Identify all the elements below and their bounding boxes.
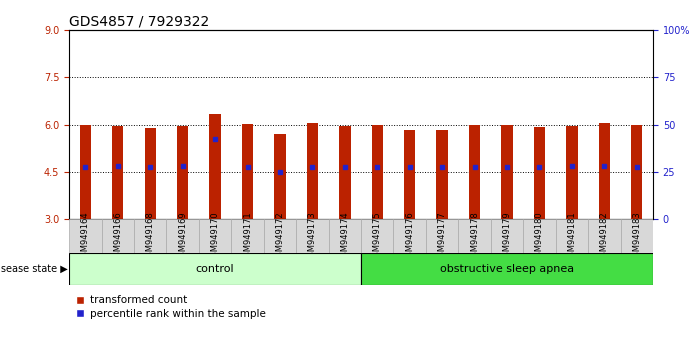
Bar bbox=[469, 125, 480, 219]
FancyBboxPatch shape bbox=[426, 219, 458, 253]
FancyBboxPatch shape bbox=[199, 219, 231, 253]
Bar bbox=[502, 125, 513, 219]
FancyBboxPatch shape bbox=[329, 219, 361, 253]
FancyBboxPatch shape bbox=[69, 219, 102, 253]
FancyBboxPatch shape bbox=[134, 219, 167, 253]
Text: GSM949166: GSM949166 bbox=[113, 211, 122, 262]
Bar bbox=[274, 134, 285, 219]
FancyBboxPatch shape bbox=[102, 219, 134, 253]
FancyBboxPatch shape bbox=[491, 219, 523, 253]
Bar bbox=[598, 122, 610, 219]
FancyBboxPatch shape bbox=[588, 219, 621, 253]
FancyBboxPatch shape bbox=[296, 219, 329, 253]
FancyBboxPatch shape bbox=[556, 219, 588, 253]
Text: GSM949172: GSM949172 bbox=[276, 211, 285, 262]
Bar bbox=[339, 126, 350, 219]
Bar bbox=[631, 125, 643, 219]
Bar bbox=[144, 128, 156, 219]
Bar bbox=[177, 126, 189, 219]
FancyBboxPatch shape bbox=[458, 219, 491, 253]
FancyBboxPatch shape bbox=[167, 219, 199, 253]
Bar bbox=[437, 130, 448, 219]
Text: GSM949168: GSM949168 bbox=[146, 211, 155, 262]
Text: GSM949175: GSM949175 bbox=[372, 211, 381, 262]
Bar bbox=[112, 126, 124, 219]
Text: obstructive sleep apnea: obstructive sleep apnea bbox=[440, 264, 574, 274]
Text: GSM949170: GSM949170 bbox=[211, 211, 220, 262]
Bar bbox=[533, 127, 545, 219]
FancyBboxPatch shape bbox=[69, 253, 361, 285]
Text: GSM949178: GSM949178 bbox=[470, 211, 479, 262]
Text: GSM949164: GSM949164 bbox=[81, 211, 90, 262]
Text: GDS4857 / 7929322: GDS4857 / 7929322 bbox=[69, 15, 209, 29]
Text: GSM949176: GSM949176 bbox=[405, 211, 414, 262]
Bar bbox=[209, 114, 220, 219]
FancyBboxPatch shape bbox=[621, 219, 653, 253]
Text: GSM949171: GSM949171 bbox=[243, 211, 252, 262]
Bar bbox=[372, 125, 383, 219]
FancyBboxPatch shape bbox=[264, 219, 296, 253]
Text: GSM949180: GSM949180 bbox=[535, 211, 544, 262]
Text: GSM949173: GSM949173 bbox=[308, 211, 317, 262]
Legend: transformed count, percentile rank within the sample: transformed count, percentile rank withi… bbox=[75, 296, 266, 319]
Bar bbox=[566, 126, 578, 219]
Text: GSM949183: GSM949183 bbox=[632, 211, 641, 262]
FancyBboxPatch shape bbox=[361, 253, 653, 285]
Bar bbox=[307, 122, 318, 219]
Text: GSM949181: GSM949181 bbox=[567, 211, 576, 262]
FancyBboxPatch shape bbox=[361, 219, 393, 253]
FancyBboxPatch shape bbox=[523, 219, 556, 253]
FancyBboxPatch shape bbox=[231, 219, 264, 253]
Text: GSM949179: GSM949179 bbox=[502, 211, 511, 262]
Bar bbox=[242, 124, 253, 219]
FancyBboxPatch shape bbox=[393, 219, 426, 253]
Text: GSM949182: GSM949182 bbox=[600, 211, 609, 262]
Text: disease state ▶: disease state ▶ bbox=[0, 264, 68, 274]
Text: GSM949169: GSM949169 bbox=[178, 211, 187, 262]
Bar bbox=[404, 130, 415, 219]
Text: GSM949177: GSM949177 bbox=[437, 211, 446, 262]
Bar bbox=[79, 125, 91, 219]
Text: GSM949174: GSM949174 bbox=[341, 211, 350, 262]
Text: control: control bbox=[196, 264, 234, 274]
